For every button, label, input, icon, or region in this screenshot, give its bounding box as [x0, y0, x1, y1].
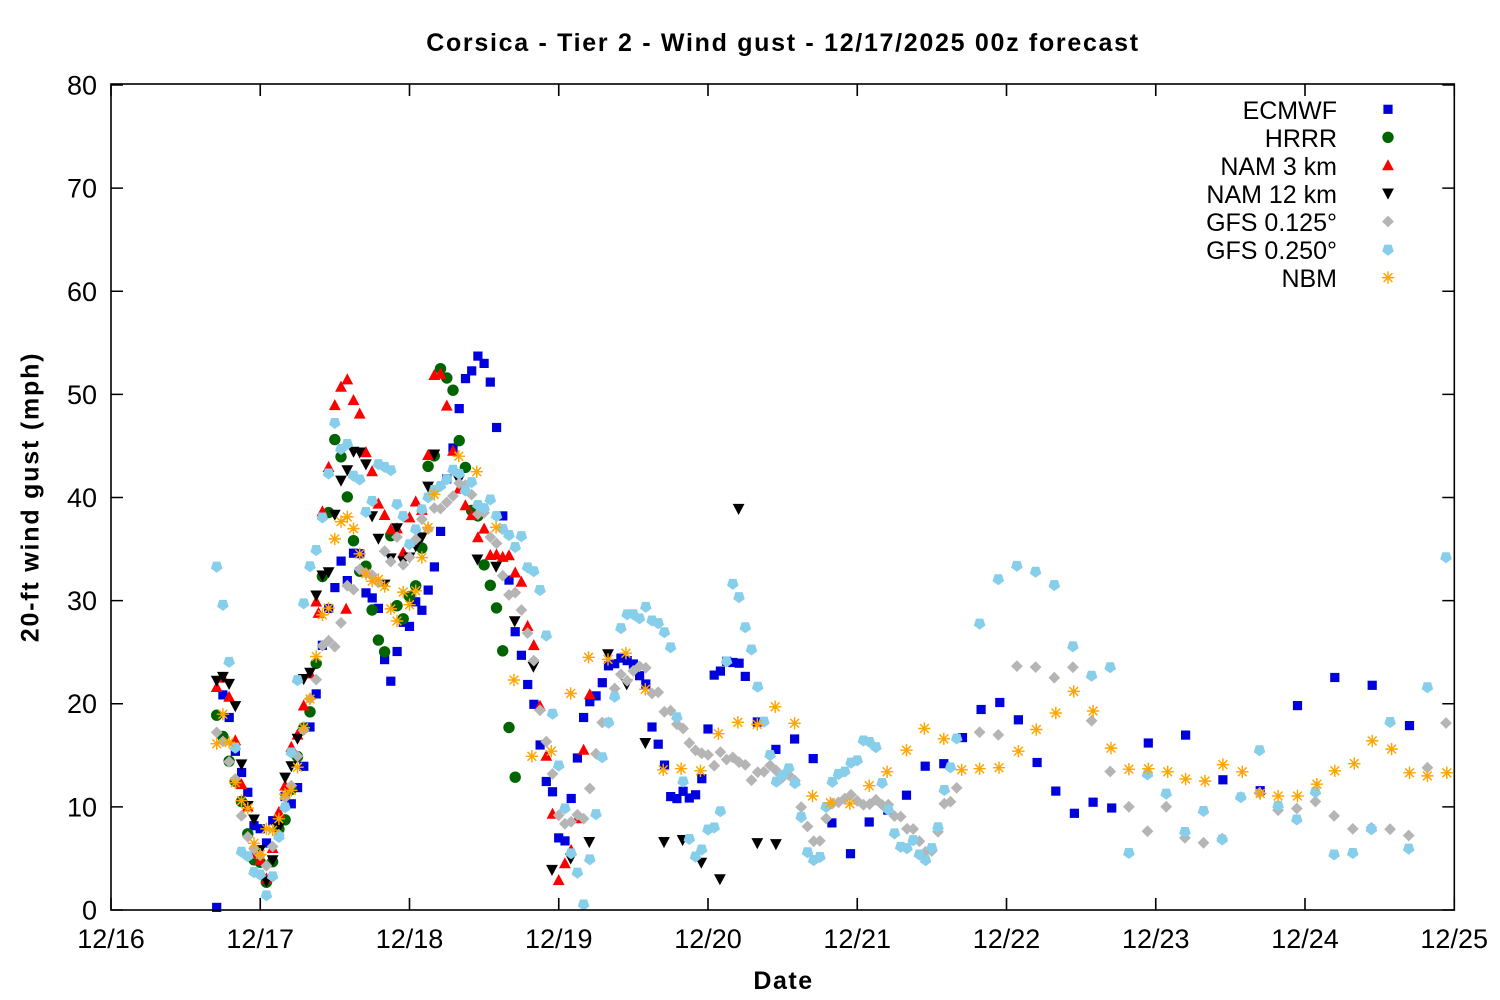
- svg-text:12/21: 12/21: [823, 924, 891, 954]
- svg-text:12/22: 12/22: [973, 924, 1041, 954]
- svg-text:NAM 3 km: NAM 3 km: [1220, 153, 1337, 181]
- svg-text:0: 0: [82, 896, 97, 926]
- svg-text:Date: Date: [753, 967, 813, 995]
- svg-text:20: 20: [67, 689, 97, 719]
- svg-text:12/16: 12/16: [77, 924, 145, 954]
- svg-text:ECMWF: ECMWF: [1243, 97, 1337, 125]
- svg-text:12/19: 12/19: [525, 924, 593, 954]
- svg-text:GFS 0.125°: GFS 0.125°: [1206, 209, 1337, 237]
- svg-text:NAM 12 km: NAM 12 km: [1206, 181, 1337, 209]
- svg-text:12/18: 12/18: [376, 924, 444, 954]
- svg-text:12/20: 12/20: [674, 924, 742, 954]
- svg-text:20-ft wind gust (mph): 20-ft wind gust (mph): [17, 352, 45, 643]
- svg-text:GFS 0.250°: GFS 0.250°: [1206, 237, 1337, 265]
- svg-text:12/25: 12/25: [1420, 924, 1488, 954]
- svg-text:HRRR: HRRR: [1265, 125, 1337, 153]
- svg-text:Corsica - Tier 2 - Wind gust -: Corsica - Tier 2 - Wind gust - 12/17/202…: [426, 29, 1140, 57]
- svg-text:10: 10: [67, 792, 97, 822]
- svg-text:40: 40: [67, 483, 97, 513]
- svg-text:NBM: NBM: [1281, 265, 1337, 293]
- svg-text:12/17: 12/17: [226, 924, 294, 954]
- svg-text:12/23: 12/23: [1122, 924, 1190, 954]
- svg-text:50: 50: [67, 380, 97, 410]
- svg-text:30: 30: [67, 586, 97, 616]
- svg-text:70: 70: [67, 174, 97, 204]
- svg-text:80: 80: [67, 71, 97, 101]
- svg-text:60: 60: [67, 277, 97, 307]
- svg-text:12/24: 12/24: [1271, 924, 1339, 954]
